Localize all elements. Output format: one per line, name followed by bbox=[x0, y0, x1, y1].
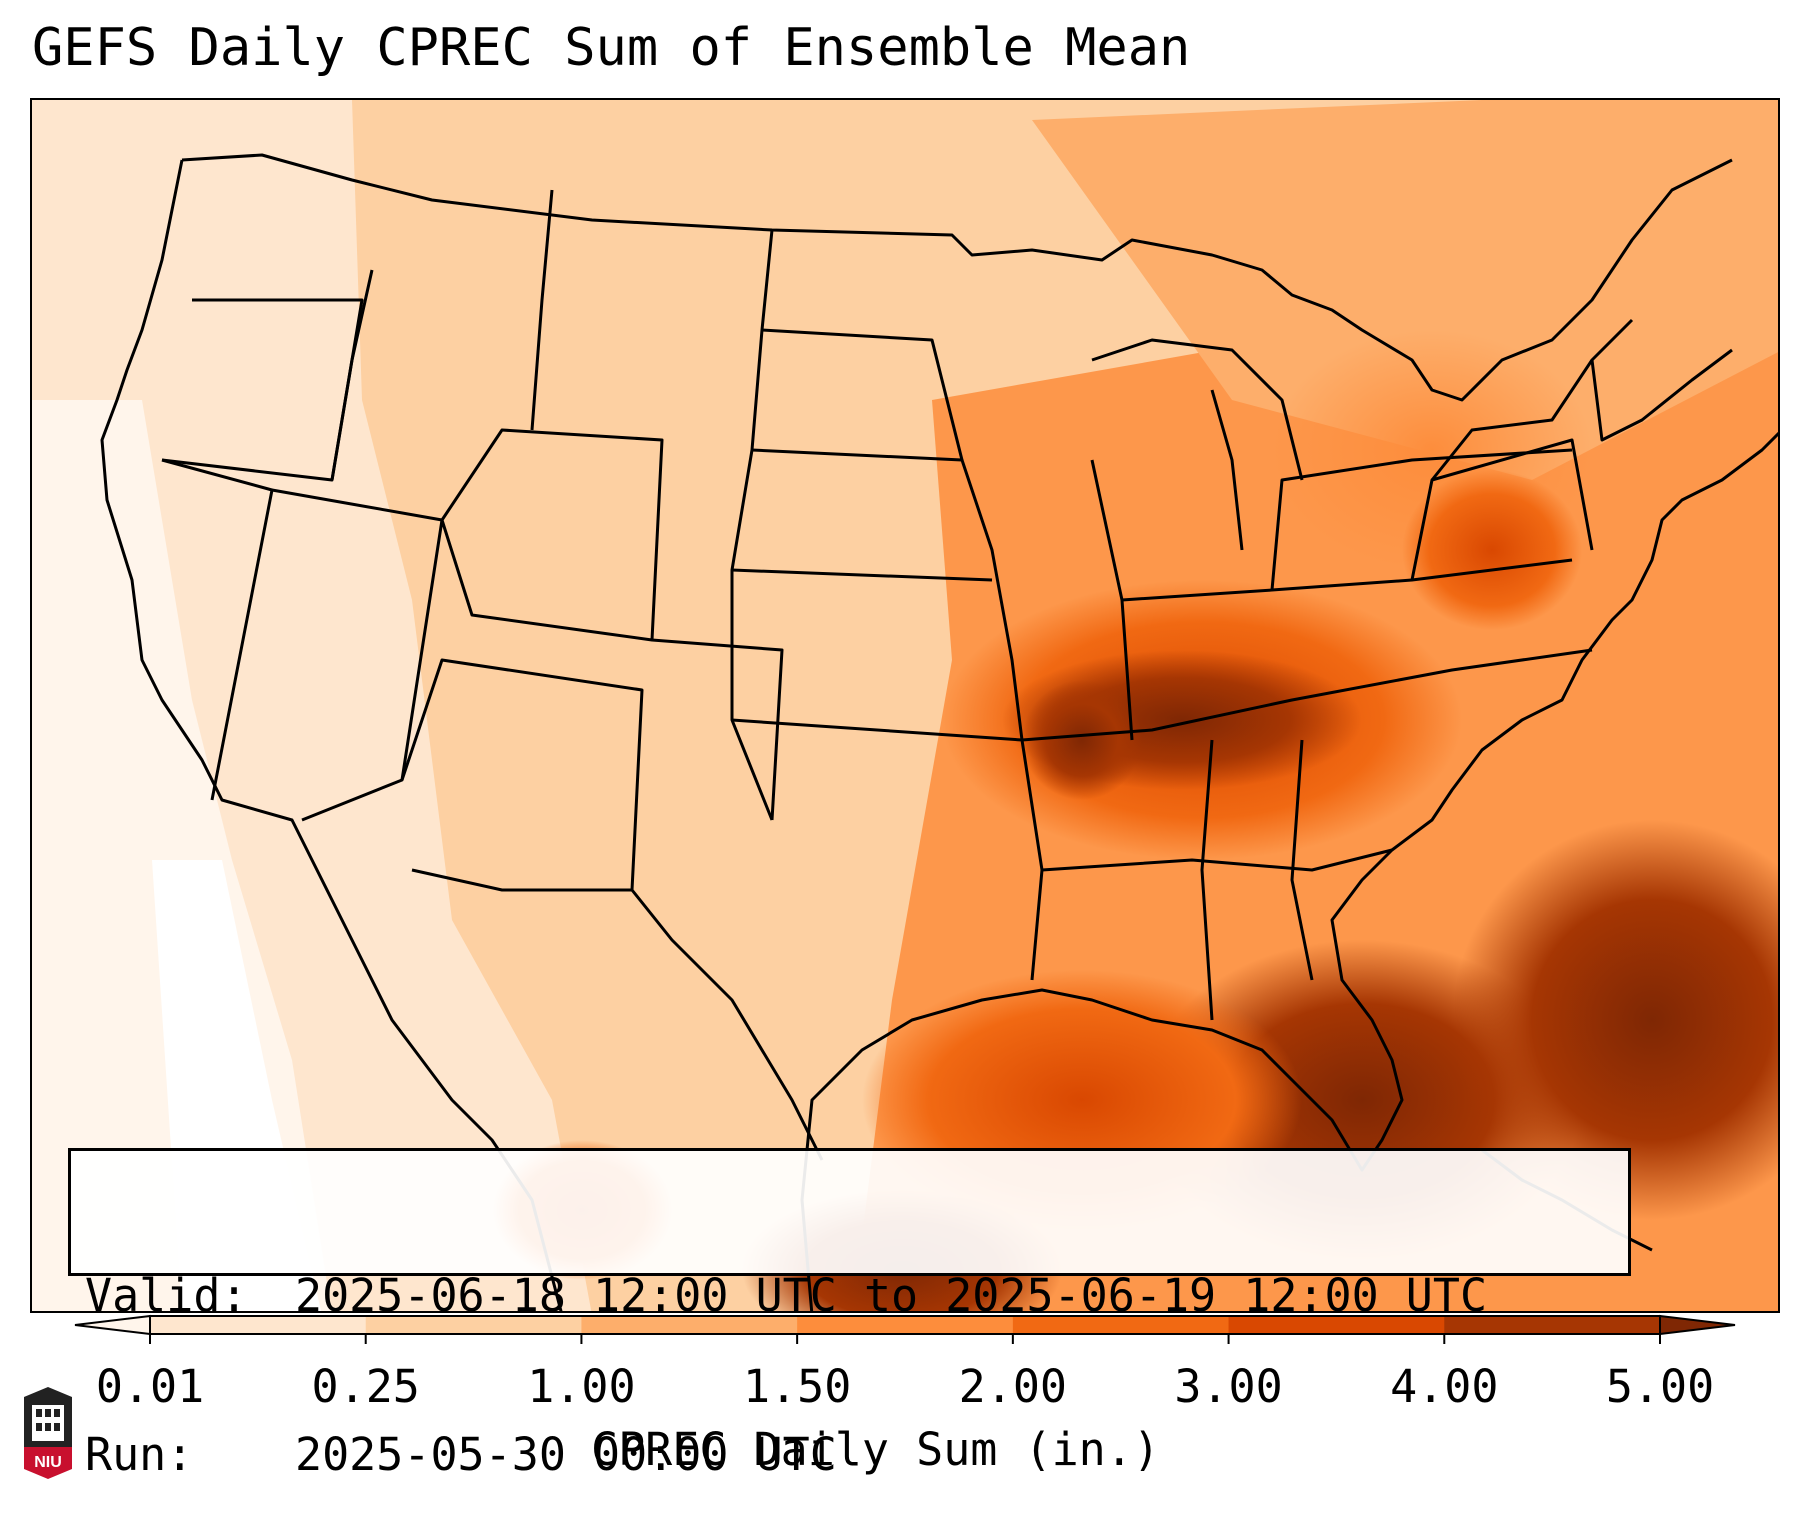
precip-field-canada bbox=[1032, 100, 1778, 480]
valid-key: Valid: bbox=[85, 1269, 248, 1322]
precipitation-map bbox=[30, 98, 1780, 1313]
colorbar-tick-label: 0.25 bbox=[311, 1360, 420, 1413]
ohio-river-border bbox=[1121, 558, 1573, 602]
colorbar-segment bbox=[1012, 1316, 1230, 1334]
colorbar-tick-label: 2.00 bbox=[958, 1360, 1068, 1413]
colorbar-extend-high bbox=[1659, 1314, 1736, 1336]
precip-field-missouri-max bbox=[1022, 680, 1142, 800]
colorbar-extend-low bbox=[74, 1314, 151, 1336]
map-title: GEFS Daily CPREC Sum of Ensemble Mean bbox=[32, 18, 1191, 78]
valid-value: 2025-06-18 12:00 UTC to 2025-06-19 12:00… bbox=[295, 1269, 1488, 1322]
colorbar-segment bbox=[1228, 1316, 1445, 1334]
colorbar-segments bbox=[74, 1314, 1736, 1336]
niu-logo: NIU bbox=[24, 1387, 72, 1479]
montana-border bbox=[530, 189, 554, 431]
valid-row: Valid: 2025-06-18 12:00 UTC to 2025-06-19… bbox=[85, 1269, 1614, 1322]
colorbar-segment bbox=[365, 1316, 582, 1334]
run-row: Run: 2025-05-30 00:00 UTC bbox=[85, 1428, 1614, 1481]
run-value: 2025-05-30 00:00 UTC bbox=[295, 1428, 837, 1481]
nebraska-border bbox=[731, 568, 993, 582]
precip-field-pa-max bbox=[1402, 470, 1582, 630]
colorbar-ticks bbox=[149, 1334, 1661, 1344]
tennessee-carolina-border bbox=[1021, 648, 1593, 742]
us-canada-border bbox=[181, 153, 1733, 402]
colorbar-segment bbox=[581, 1316, 798, 1334]
colorado-border bbox=[651, 638, 784, 821]
map-outlines bbox=[100, 153, 1778, 1311]
niu-logo-text: NIU bbox=[34, 1454, 62, 1471]
valid-time-box: Valid: 2025-06-18 12:00 UTC to 2025-06-19… bbox=[68, 1148, 1631, 1481]
texas-mexico-border bbox=[630, 889, 824, 1161]
colorbar-label: CPREC Daily Sum (in.) bbox=[591, 1423, 1160, 1476]
alabama-mississippi-border bbox=[1200, 739, 1214, 1021]
new-england-outline bbox=[1590, 348, 1733, 442]
run-key: Run: bbox=[85, 1428, 194, 1481]
dakotas-west-border bbox=[730, 229, 774, 821]
oklahoma-texas-border bbox=[731, 718, 1044, 981]
precip-field-atlantic-max bbox=[1452, 820, 1778, 1220]
colorbar-segment bbox=[150, 1316, 367, 1334]
colorbar-tick-label: 5.00 bbox=[1605, 1360, 1715, 1413]
nevada-outline bbox=[271, 488, 444, 822]
colorbar-tick-label: 3.00 bbox=[1174, 1360, 1283, 1413]
gulf-atlantic-coast bbox=[800, 431, 1778, 1311]
plains-border bbox=[751, 448, 1024, 741]
map-canvas bbox=[32, 100, 1778, 1311]
colorbar-tick-label: 1.00 bbox=[527, 1360, 636, 1413]
idaho-border bbox=[330, 269, 374, 481]
georgia-alabama-border bbox=[1290, 739, 1314, 981]
west-coast bbox=[100, 159, 563, 1311]
colorbar-tick-label: 0.01 bbox=[95, 1360, 205, 1413]
colorbar-segment bbox=[1444, 1316, 1661, 1334]
gulf-states-border bbox=[1041, 848, 1393, 872]
great-lakes-shores bbox=[1091, 338, 1304, 551]
pennsylvania-outline bbox=[1410, 438, 1594, 581]
colorbar-tick-label: 1.50 bbox=[742, 1360, 852, 1413]
new-york-outline bbox=[1430, 318, 1634, 481]
wyoming-utah-outline bbox=[440, 428, 664, 642]
colorbar-tick-label: 4.00 bbox=[1390, 1360, 1499, 1413]
colorbar bbox=[74, 1314, 1736, 1344]
colorbar-segment bbox=[797, 1316, 1014, 1334]
colorbar-outline bbox=[149, 1315, 1661, 1335]
north-dakota-outline bbox=[761, 328, 964, 461]
lakes-states-border bbox=[1270, 448, 1573, 591]
arizona-new-mexico-outline bbox=[400, 658, 644, 892]
